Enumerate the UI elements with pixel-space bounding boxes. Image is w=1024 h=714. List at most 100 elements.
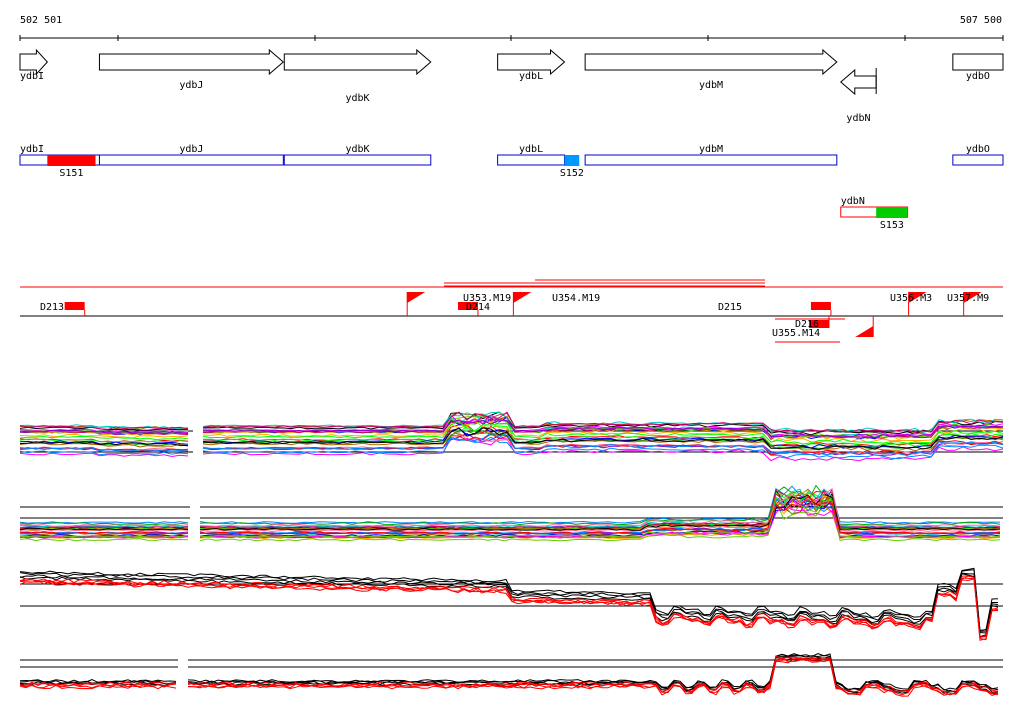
expression-trace <box>19 527 189 531</box>
gene-label-ydbI: ydbI <box>20 71 44 82</box>
expression-trace <box>19 534 189 538</box>
expression-trace <box>19 433 189 439</box>
feature-flag-U355.M14 <box>855 326 874 337</box>
expression-trace <box>19 429 189 435</box>
position-ruler: 502 501 507 500 <box>19 15 1004 41</box>
gene-arrow-ydbI <box>19 48 49 76</box>
expression-trace-red <box>187 657 999 697</box>
expression-trace <box>202 419 1004 439</box>
annotation-box-label: ydbM <box>699 144 723 155</box>
expression-trace <box>199 496 1001 535</box>
gene-label-ydbO: ydbO <box>966 71 990 82</box>
expression-trace <box>19 438 189 444</box>
feature-block-D215 <box>810 302 831 310</box>
annotation-box-label: ydbO <box>966 144 990 155</box>
annotation-box-ydbO <box>952 154 1004 166</box>
expression-trace <box>19 532 189 536</box>
segment-S153 <box>876 207 908 218</box>
segment-label: S151 <box>59 168 83 179</box>
expression-trace <box>199 499 1001 538</box>
feature-label-U353.M19: U353.M19 <box>463 293 511 304</box>
segment-S151 <box>47 155 96 166</box>
feature-label-U357.M9: U357.M9 <box>947 293 989 304</box>
feature-label-D215: D215 <box>718 302 742 313</box>
gene-label-ydbM: ydbM <box>699 80 723 91</box>
annotation-box-label: ydbI <box>20 144 44 155</box>
gene-label-ydbK: ydbK <box>345 93 369 104</box>
annotation-box-ydbJ <box>98 154 284 166</box>
annotation-box-label: ydbK <box>345 144 369 155</box>
annotation-box-ydbK <box>283 154 432 166</box>
expression-panel-4 <box>19 653 1003 697</box>
expression-trace-red <box>188 658 999 697</box>
annotation-box-track: ydbI ydbJ ydbK ydbL ydbM ydbO ydbN S151 S152 S153 <box>19 144 1004 231</box>
expression-trace <box>19 452 189 458</box>
gene-arrow-ydbO <box>952 53 1004 71</box>
gene-arrow-ydbL <box>497 48 566 76</box>
expression-trace-black <box>19 572 999 634</box>
annotation-box-ydbL <box>497 154 565 166</box>
annotation-box-ydbM <box>584 154 838 166</box>
expression-trace-red <box>19 577 999 641</box>
feature-label-U355.M14: U355.M14 <box>772 328 820 339</box>
expression-trace-black <box>187 653 999 691</box>
feature-block-D213 <box>64 302 85 310</box>
feature-block-D216 <box>808 320 829 328</box>
expression-trace <box>19 524 189 527</box>
expression-trace <box>19 447 189 452</box>
segment-label: S152 <box>560 168 584 179</box>
expression-trace <box>199 485 1000 524</box>
expression-trace <box>19 522 189 526</box>
expression-trace <box>199 488 1001 527</box>
expression-trace <box>199 496 1001 533</box>
ruler-ticks <box>19 35 1004 41</box>
gene-arrow-ydbJ <box>98 48 285 76</box>
gene-track: ydbI ydbJ ydbK ydbL ydbM ydbN ydbO <box>19 48 1004 124</box>
gene-label-ydbN: ydbN <box>846 113 870 124</box>
expression-trace-black <box>19 679 177 684</box>
expression-trace <box>19 526 189 529</box>
expression-trace <box>202 411 1004 434</box>
expression-trace <box>19 531 189 535</box>
ruler-end-label: 507 500 <box>960 15 1002 26</box>
expression-trace <box>199 488 1001 529</box>
expression-trace <box>202 436 1004 460</box>
feature-block-D214 <box>457 302 478 310</box>
expression-trace <box>199 484 1001 526</box>
expression-trace-red <box>187 657 999 696</box>
annotation-box-label: ydbN <box>841 196 865 207</box>
segment-label: S153 <box>880 220 904 231</box>
expression-trace <box>19 521 189 524</box>
expression-panel-2 <box>19 484 1003 542</box>
expression-trace-red <box>187 655 999 693</box>
expression-trace <box>202 424 1004 448</box>
feature-flag-U356.M3 <box>908 292 927 303</box>
expression-trace <box>19 450 189 456</box>
expression-trace-red <box>19 682 177 688</box>
feature-label-D214: D214 <box>466 302 490 313</box>
expression-trace <box>19 534 189 538</box>
expression-panel-1 <box>19 411 1004 462</box>
expression-trace <box>202 429 1004 452</box>
feature-label-D216: D216 <box>795 319 819 330</box>
gene-label-ydbJ: ydbJ <box>179 80 203 91</box>
gene-arrow-ydbM <box>584 48 838 76</box>
feature-flag-U353.M19 <box>407 292 426 303</box>
feature-label-U354.M19: U354.M19 <box>552 293 600 304</box>
expression-trace <box>19 441 189 447</box>
expression-trace <box>199 493 1001 531</box>
expression-trace <box>19 538 189 542</box>
expression-trace <box>199 499 1001 539</box>
expression-trace-black <box>19 567 999 631</box>
expression-trace <box>199 495 1001 535</box>
expression-trace <box>19 529 189 533</box>
expression-trace <box>202 432 1004 457</box>
gene-arrow-ydbN <box>840 68 877 96</box>
segment-S152 <box>564 155 580 166</box>
ruler-start-label: 502 501 <box>20 15 62 26</box>
expression-trace-black <box>19 573 999 638</box>
expression-trace-black <box>19 569 998 632</box>
feature-label-D213: D213 <box>40 302 64 313</box>
